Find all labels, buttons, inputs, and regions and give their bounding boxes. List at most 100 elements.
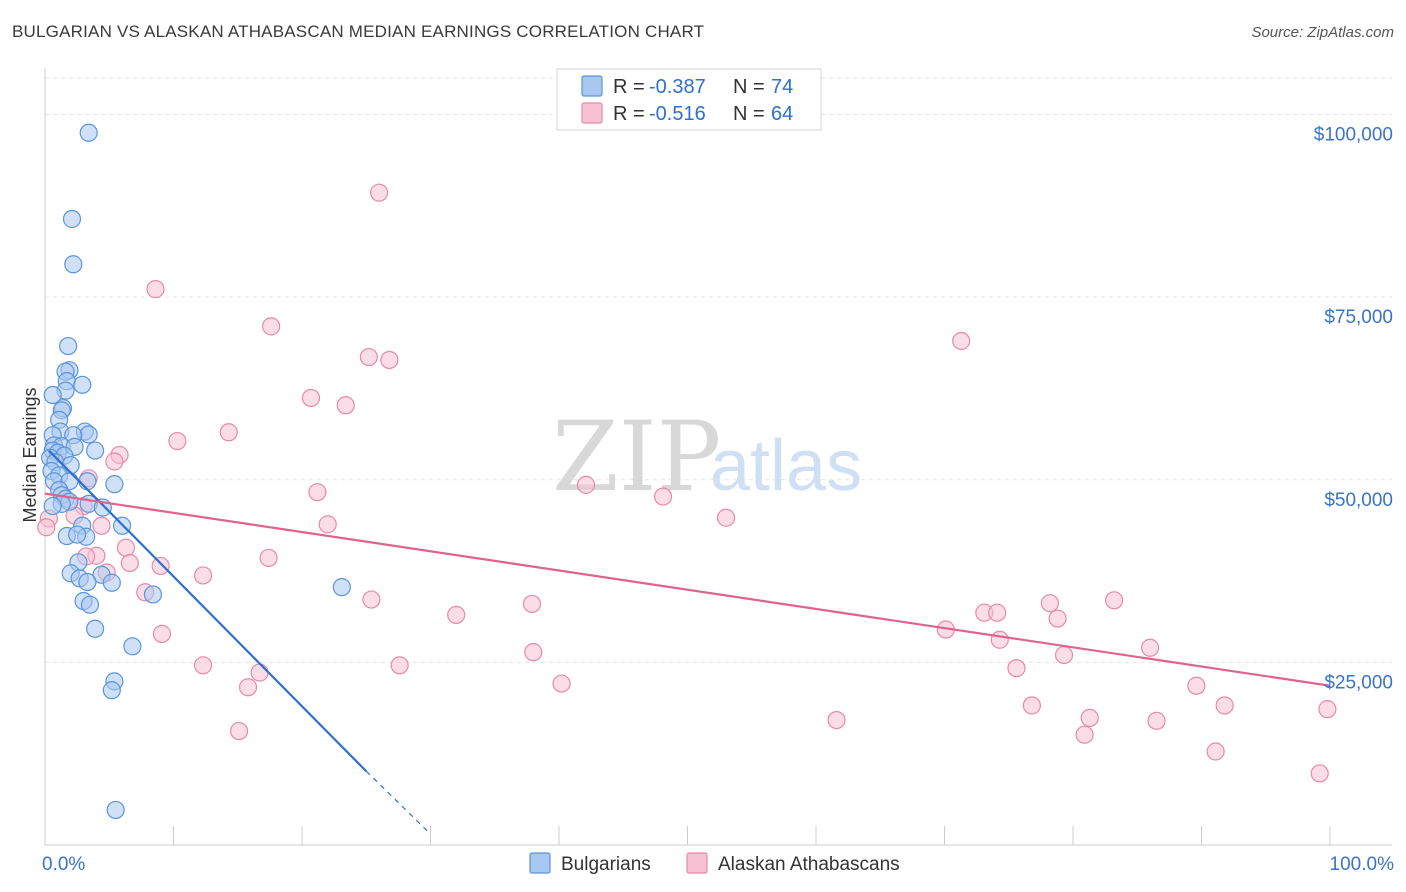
- alaskan-athabascans-point: [653, 487, 673, 506]
- bulgarians-point: [123, 637, 142, 656]
- bulgarians-point: [86, 441, 105, 460]
- y-axis-label: Median Earnings: [20, 387, 40, 522]
- alaskan-athabascans-point: [146, 280, 165, 299]
- bulgarians-points: [41, 123, 351, 820]
- legend-n-value-2: 64: [771, 103, 793, 125]
- alaskan-athabascans-point: [92, 516, 111, 535]
- alaskan-athabascans-point: [1040, 594, 1059, 613]
- correlation-legend: R = -0.387 N = 74 R = -0.516 N = 64: [556, 68, 822, 131]
- alaskan-athabascans-point: [1054, 645, 1074, 665]
- bulgarians-point: [78, 472, 97, 491]
- bulgarians-point: [78, 572, 97, 592]
- alaskan-athabascans-point: [238, 678, 258, 697]
- alaskan-athabascans-point: [219, 423, 238, 442]
- alaskan-athabascans-point: [262, 317, 281, 336]
- series-legend-swatch-bulgarians: [529, 852, 551, 874]
- bulgarians-point: [105, 475, 124, 494]
- alaskan-athabascans-point: [1187, 676, 1206, 695]
- watermark: ZIP atlas: [552, 401, 862, 513]
- alaskan-athabascans-point: [151, 556, 170, 576]
- alaskan-athabascans-point: [1105, 591, 1124, 610]
- series-legend-swatch-alaskan-athabascans: [686, 852, 708, 874]
- alaskan-athabascans-point: [318, 515, 337, 534]
- watermark-atlas: atlas: [710, 426, 862, 506]
- alaskan-athabascans-point: [229, 721, 249, 741]
- bulgarians-point: [80, 595, 100, 614]
- alaskan-athabascans-point: [120, 553, 139, 573]
- legend-n-label-1: N =: [733, 76, 765, 98]
- y-tick-label: $25,000: [1324, 672, 1393, 693]
- alaskan-athabascans-point: [1310, 764, 1329, 783]
- alaskan-athabascans-point: [716, 508, 736, 527]
- tick-labels: $25,000 $50,000 $75,000 $100,000 0.0% 100.0%: [42, 125, 1394, 875]
- series-legend-bulgarians: Bulgarians: [561, 854, 651, 875]
- alaskan-athabascans-point: [193, 656, 213, 675]
- source-credit: Source: ZipAtlas.com: [1251, 24, 1394, 41]
- bulgarians-point: [102, 573, 121, 592]
- bulgarians-point: [68, 525, 87, 544]
- alaskan-athabascans-point: [1048, 609, 1067, 628]
- alaskan-athabascans-point: [1080, 708, 1099, 727]
- alaskan-athabascans-point: [116, 538, 136, 557]
- watermark-zip: ZIP: [552, 401, 721, 513]
- alaskan-athabascans-point: [576, 475, 596, 494]
- alaskan-athabascans-point: [552, 674, 571, 693]
- alaskan-athabascans-point: [105, 452, 124, 471]
- legend-swatch-alaskan-athabascans: [581, 102, 603, 124]
- alaskan-athabascans-point: [359, 347, 378, 367]
- alaskan-athabascans-points: [37, 183, 1337, 783]
- alaskan-athabascans-point: [250, 663, 269, 682]
- alaskan-athabascans-point: [1022, 696, 1041, 715]
- bulgarians-point: [59, 336, 78, 356]
- alaskan-athabascans-point: [301, 388, 321, 408]
- bulgarians-trend-extension: [365, 770, 431, 835]
- legend-n-value-1: 74: [771, 76, 793, 98]
- x-tick-label: 0.0%: [42, 854, 85, 875]
- bulgarians-point: [143, 585, 163, 604]
- trend-lines: [44, 449, 1331, 835]
- alaskan-athabascans-point: [524, 643, 543, 662]
- alaskan-athabascans-point: [336, 396, 355, 415]
- bulgarians-point: [62, 209, 82, 229]
- legend-n-label-2: N =: [733, 103, 765, 125]
- chart-title: BULGARIAN VS ALASKAN ATHABASCAN MEDIAN E…: [12, 22, 705, 41]
- alaskan-athabascans-point: [362, 590, 381, 609]
- y-tick-label: $50,000: [1324, 490, 1393, 511]
- series-legend: Bulgarians Alaskan Athabascans: [529, 852, 900, 875]
- alaskan-athabascans-point: [390, 656, 409, 675]
- bulgarians-point: [106, 800, 125, 820]
- alaskan-athabascans-point: [37, 518, 56, 537]
- alaskan-athabascans-point: [370, 183, 389, 202]
- alaskan-athabascans-point: [1215, 696, 1234, 715]
- alaskan-athabascans-trend-line: [44, 492, 1331, 687]
- alaskan-athabascans-point: [1147, 711, 1166, 730]
- grid-lines: [45, 77, 1392, 663]
- alaskan-athabascans-point: [988, 603, 1007, 622]
- bulgarians-point: [86, 619, 105, 638]
- bulgarians-point: [43, 496, 62, 516]
- legend-r-label-1: R =: [613, 76, 645, 98]
- bulgarians-point: [79, 425, 98, 444]
- alaskan-athabascans-point: [380, 350, 399, 370]
- alaskan-athabascans-point: [1007, 659, 1026, 678]
- x-tick-label: 100.0%: [1330, 854, 1395, 875]
- legend-swatch-bulgarians: [581, 75, 603, 97]
- bulgarians-point: [73, 375, 92, 394]
- alaskan-athabascans-point: [193, 566, 213, 585]
- alaskan-athabascans-point: [152, 624, 172, 643]
- series-legend-alaskan-athabascans: Alaskan Athabascans: [718, 854, 900, 875]
- alaskan-athabascans-point: [447, 605, 466, 625]
- bulgarians-point: [332, 578, 351, 597]
- alaskan-athabascans-point: [168, 431, 187, 451]
- bulgarians-point: [102, 681, 121, 700]
- alaskan-athabascans-point: [952, 331, 971, 351]
- bulgarians-point: [64, 255, 83, 274]
- alaskan-athabascans-point: [990, 630, 1009, 649]
- legend-r-value-2: -0.516: [649, 103, 706, 125]
- bulgarians-point: [79, 123, 98, 142]
- alaskan-athabascans-point: [1075, 725, 1094, 744]
- y-tick-label: $75,000: [1324, 307, 1393, 328]
- bulgarians-trend-line: [48, 449, 368, 772]
- legend-r-label-2: R =: [613, 103, 645, 125]
